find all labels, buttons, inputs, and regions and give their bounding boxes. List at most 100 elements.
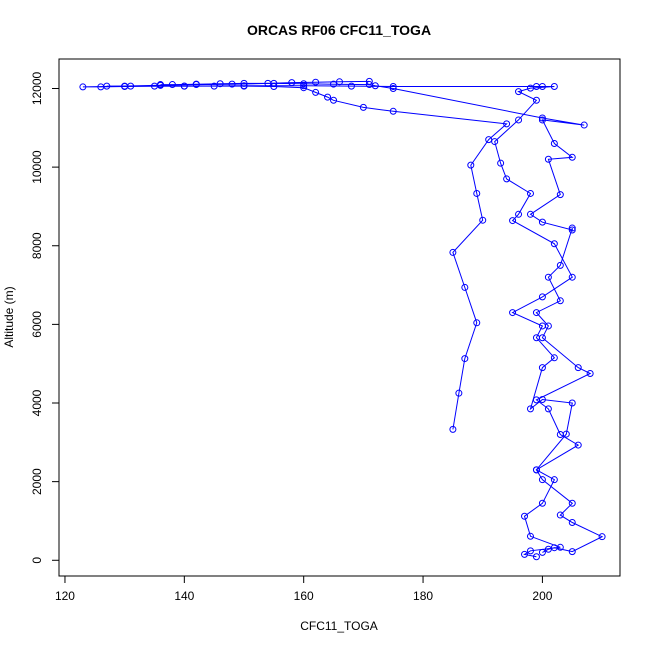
data-point	[532, 309, 540, 317]
data-point	[79, 83, 87, 91]
plot-frame	[58, 58, 621, 577]
data-point	[156, 81, 164, 89]
data-point	[300, 82, 308, 90]
data-point	[216, 80, 224, 88]
data-point	[538, 293, 546, 301]
data-point	[574, 364, 582, 372]
data-point	[467, 161, 475, 169]
data-point	[580, 121, 588, 129]
series-line	[160, 82, 604, 553]
data-point	[389, 83, 397, 91]
data-point	[485, 136, 493, 144]
x-axis: 120 140 160 180 200	[55, 575, 553, 603]
data-point	[556, 297, 564, 305]
series-2	[103, 82, 576, 561]
data-point	[491, 138, 499, 146]
data-point	[568, 499, 576, 507]
series-3	[156, 79, 606, 556]
data-point	[526, 210, 534, 218]
data-point	[449, 425, 457, 433]
data-point	[550, 354, 558, 362]
data-point	[532, 553, 540, 561]
data-point	[461, 283, 469, 291]
data-point	[532, 466, 540, 474]
data-point	[550, 83, 558, 91]
data-point	[300, 80, 308, 88]
data-point	[509, 217, 517, 225]
data-point	[556, 261, 564, 269]
data-point	[365, 81, 373, 89]
data-point	[550, 140, 558, 148]
data-point	[538, 548, 546, 556]
data-point	[556, 511, 564, 519]
data-point	[336, 78, 343, 86]
data-point	[538, 499, 546, 507]
x-tick-label: 140	[174, 589, 194, 603]
data-point	[538, 116, 546, 124]
data-point	[544, 322, 552, 330]
data-point	[180, 82, 188, 90]
data-point	[538, 364, 546, 372]
data-point	[192, 80, 200, 88]
x-tick-label: 200	[532, 589, 552, 603]
data-point	[550, 544, 558, 552]
data-point	[449, 248, 457, 256]
data-point	[503, 175, 511, 183]
data-point	[526, 532, 534, 540]
data-point	[538, 334, 546, 342]
data-point	[568, 273, 576, 281]
data-point	[598, 533, 606, 541]
data-point	[544, 273, 552, 281]
data-point	[538, 218, 546, 226]
data-point	[168, 81, 176, 89]
data-point	[550, 240, 558, 248]
data-point	[526, 189, 534, 197]
data-point	[359, 103, 367, 111]
data-point	[556, 191, 564, 199]
data-point	[389, 84, 397, 92]
y-tick-label: 12000	[30, 71, 44, 105]
data-point	[515, 116, 523, 124]
series-line	[106, 85, 573, 558]
y-tick-label: 10000	[30, 150, 44, 184]
data-point	[228, 80, 236, 88]
data-point	[586, 370, 594, 378]
data-point	[526, 405, 534, 413]
data-point	[544, 405, 552, 413]
x-tick-label: 160	[294, 589, 314, 603]
data-point	[127, 82, 135, 90]
data-point	[538, 83, 546, 91]
data-point	[473, 319, 481, 327]
series-layer	[79, 77, 606, 561]
x-tick-label: 180	[413, 589, 433, 603]
y-axis: 0 2000 4000 6000 8000 10000 12000	[30, 71, 60, 564]
data-point	[103, 82, 111, 90]
x-axis-label: CFC11_TOGA	[300, 619, 378, 633]
series-1	[79, 77, 511, 433]
data-point	[532, 96, 540, 104]
data-point	[532, 396, 540, 404]
data-point	[568, 399, 576, 407]
data-point	[568, 153, 576, 161]
y-tick-label: 8000	[30, 232, 44, 259]
data-point	[574, 441, 582, 449]
data-point	[300, 84, 308, 92]
y-tick-label: 6000	[30, 311, 44, 338]
data-point	[312, 78, 320, 86]
data-point	[455, 389, 463, 397]
data-point	[461, 355, 469, 363]
data-point	[324, 93, 332, 101]
data-point	[347, 82, 355, 90]
data-point	[538, 476, 546, 484]
data-point	[568, 224, 576, 232]
data-point	[515, 210, 523, 218]
data-point	[521, 512, 529, 520]
data-point	[497, 159, 505, 167]
data-point	[538, 114, 546, 122]
data-point	[556, 430, 564, 438]
data-point	[473, 189, 481, 197]
y-tick-label: 4000	[30, 389, 44, 416]
data-point	[503, 120, 511, 128]
data-point	[330, 80, 338, 88]
data-point	[240, 79, 248, 87]
